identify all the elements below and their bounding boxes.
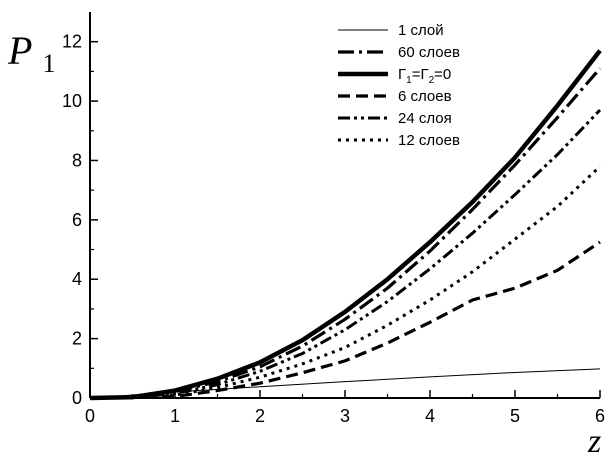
- y-tick-label: 2: [72, 329, 82, 349]
- x-tick-label: 2: [255, 406, 265, 426]
- legend-label: Г1=Г2=0: [398, 66, 451, 86]
- legend-label: 12 слоев: [398, 132, 460, 149]
- series-line-3: [89, 49, 602, 401]
- series-line-5: [89, 108, 602, 400]
- y-tick-label: 6: [72, 210, 82, 230]
- y-axis-title-subscript: 1: [42, 49, 55, 78]
- x-axis-title: z: [587, 423, 601, 460]
- legend-label: 24 слоя: [398, 110, 452, 127]
- plot-frame: [89, 12, 600, 399]
- y-tick-label: 10: [62, 91, 82, 111]
- y-tick-label: 0: [72, 388, 82, 408]
- legend-label: 60 слоев: [398, 44, 460, 61]
- series-lines: [89, 49, 602, 401]
- y-axis-title: P 1: [7, 28, 55, 78]
- series-line-2: [89, 67, 602, 400]
- x-tick-label: 1: [170, 406, 180, 426]
- series-line-4: [89, 240, 601, 400]
- legend-label: 6 слоев: [398, 88, 452, 105]
- x-tick-label: 3: [340, 406, 350, 426]
- x-tick-label: 0: [85, 406, 95, 426]
- y-tick-label: 12: [62, 32, 82, 52]
- y-tick-label: 8: [72, 150, 82, 170]
- x-tick-label: 5: [510, 406, 520, 426]
- legend: 1 слой 60 слоев Г1=Г2=0 6 слоев 24 слоя 12 сл…: [338, 22, 460, 149]
- y-tick-label: 4: [72, 269, 82, 289]
- y-ticks: 0 2 4 6 8 10 12: [62, 32, 98, 408]
- series-line-6: [89, 165, 602, 400]
- legend-label: 1 слой: [398, 22, 444, 39]
- x-tick-label: 6: [595, 406, 605, 426]
- y-axis-title-main: P: [7, 28, 32, 73]
- x-tick-label: 4: [425, 406, 435, 426]
